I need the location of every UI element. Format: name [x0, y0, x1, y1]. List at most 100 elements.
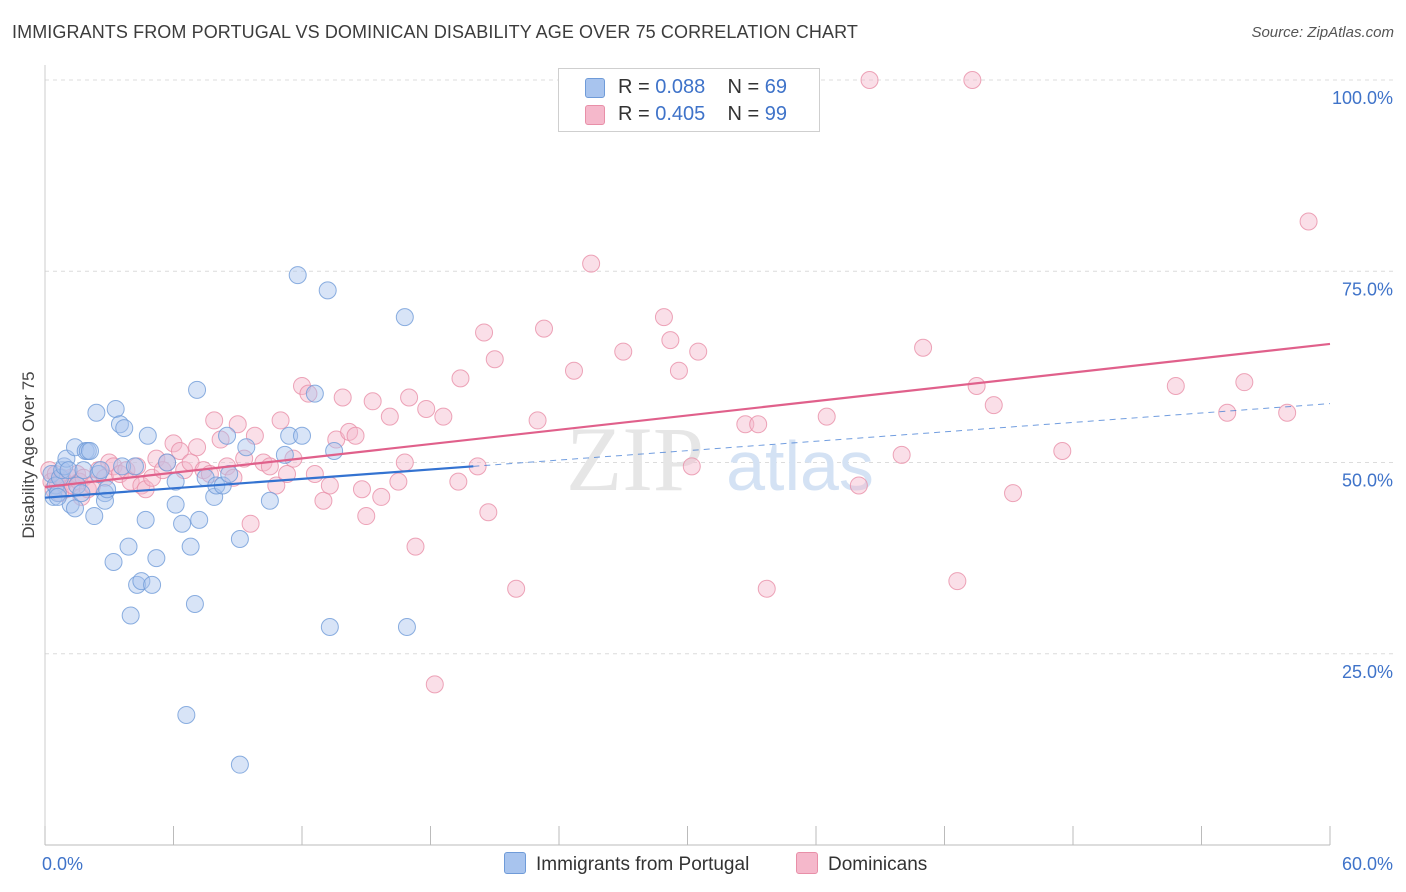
data-point-dominicans	[352, 480, 371, 499]
data-point-dominicans	[1299, 212, 1318, 231]
data-point-dominicans	[507, 579, 526, 598]
data-point-dominicans	[736, 415, 755, 434]
data-point-portugal	[121, 606, 140, 625]
data-point-portugal	[280, 426, 299, 445]
bottom-legend-dominicans: Dominicans	[796, 852, 927, 876]
data-point-portugal	[119, 537, 138, 556]
data-point-dominicans	[948, 572, 967, 591]
data-point-portugal	[59, 461, 78, 480]
data-point-dominicans	[299, 384, 318, 403]
chart-title: IMMIGRANTS FROM PORTUGAL VS DOMINICAN DI…	[12, 22, 858, 42]
tick-labels: 25.0% 50.0% 75.0% 100.0% 0.0% 60.0%	[42, 88, 1393, 874]
data-point-portugal	[318, 281, 337, 300]
data-point-dominicans	[170, 442, 189, 461]
data-point-portugal	[173, 514, 192, 533]
data-point-dominicans	[582, 254, 601, 273]
bottom-legend-label: Dominicans	[828, 854, 928, 875]
data-point-portugal	[181, 537, 200, 556]
data-point-dominicans	[417, 399, 436, 418]
data-point-dominicans	[305, 464, 324, 483]
data-point-dominicans	[817, 407, 836, 426]
legend: R = 0.088 N = 69 R = 0.405 N = 99	[558, 68, 820, 132]
data-point-portugal	[325, 442, 344, 461]
legend-r-label: R =	[618, 103, 650, 125]
data-point-dominicans	[72, 487, 91, 506]
data-point-portugal	[190, 510, 209, 529]
data-point-dominicans	[860, 71, 879, 89]
data-point-portugal	[397, 617, 416, 636]
series-dominicans	[40, 71, 1318, 694]
y-tick-label: 75.0%	[1342, 279, 1393, 299]
data-point-dominicans	[849, 476, 868, 495]
data-point-portugal	[74, 461, 93, 480]
data-point-dominicans	[757, 579, 776, 598]
y-tick-label: 50.0%	[1342, 471, 1393, 491]
data-point-dominicans	[278, 464, 297, 483]
data-point-portugal	[98, 480, 117, 499]
data-point-dominicans	[147, 449, 166, 468]
data-point-portugal	[104, 552, 123, 571]
data-point-dominicans	[235, 449, 254, 468]
data-point-dominicans	[528, 411, 547, 430]
trendline-portugal-extension	[473, 403, 1331, 467]
data-point-portugal	[218, 426, 237, 445]
legend-r-value: 0.088	[655, 76, 706, 98]
data-point-dominicans	[914, 338, 933, 357]
data-point-portugal	[185, 595, 204, 614]
legend-n-label: N =	[727, 103, 760, 125]
data-point-portugal	[395, 308, 414, 327]
trendline-portugal	[44, 465, 474, 499]
data-point-dominicans	[654, 308, 673, 327]
data-point-dominicans	[892, 445, 911, 464]
chart-source: Source: ZipAtlas.com	[1251, 24, 1394, 41]
axes	[44, 65, 1331, 846]
legend-r-value: 0.405	[655, 103, 706, 125]
data-point-dominicans	[479, 503, 498, 522]
data-point-portugal	[305, 384, 324, 403]
data-point-portugal	[113, 457, 132, 476]
data-point-dominicans	[346, 426, 365, 445]
legend-swatch-blue	[585, 78, 605, 98]
data-point-portugal	[230, 755, 249, 774]
data-point-portugal	[293, 426, 311, 445]
data-point-dominicans	[380, 407, 399, 426]
data-point-dominicans	[689, 342, 708, 361]
data-point-portugal	[80, 442, 99, 461]
x-tick-label-min: 0.0%	[42, 854, 83, 874]
grid-lines	[45, 79, 1395, 655]
data-point-dominicans	[669, 361, 688, 380]
bottom-legend-portugal: Immigrants from Portugal	[504, 852, 749, 876]
data-point-portugal	[72, 484, 91, 503]
data-point-dominicans	[357, 507, 376, 526]
data-point-dominicans	[749, 415, 768, 434]
legend-r-label: R =	[618, 76, 650, 98]
data-point-dominicans	[449, 472, 468, 491]
data-point-dominicans	[228, 415, 247, 434]
data-point-dominicans	[205, 411, 224, 430]
data-point-dominicans	[241, 514, 260, 533]
data-point-dominicans	[1218, 403, 1237, 422]
data-point-dominicans	[395, 453, 414, 472]
data-point-dominicans	[661, 331, 680, 350]
watermark-atlas: atlas	[726, 427, 874, 505]
y-axis-label: Disability Age Over 75	[19, 371, 38, 538]
data-point-dominicans	[984, 396, 1003, 415]
data-point-dominicans	[963, 71, 982, 89]
trendline-dominicans	[44, 342, 1331, 489]
data-point-dominicans	[535, 319, 554, 338]
x-tick-label-max: 60.0%	[1342, 854, 1393, 874]
data-point-portugal	[65, 499, 84, 518]
data-point-dominicans	[682, 457, 701, 476]
data-point-portugal	[230, 530, 249, 548]
data-point-dominicans	[314, 491, 333, 510]
data-point-dominicans	[271, 411, 290, 430]
data-point-portugal	[132, 572, 151, 591]
data-point-portugal	[106, 399, 125, 418]
data-point-dominicans	[188, 438, 207, 457]
bottom-legend-swatch-blue	[504, 852, 526, 874]
data-point-dominicans	[967, 377, 986, 395]
data-point-portugal	[91, 461, 110, 480]
data-point-portugal	[85, 507, 104, 526]
bottom-legend-swatch-pink	[796, 852, 818, 874]
